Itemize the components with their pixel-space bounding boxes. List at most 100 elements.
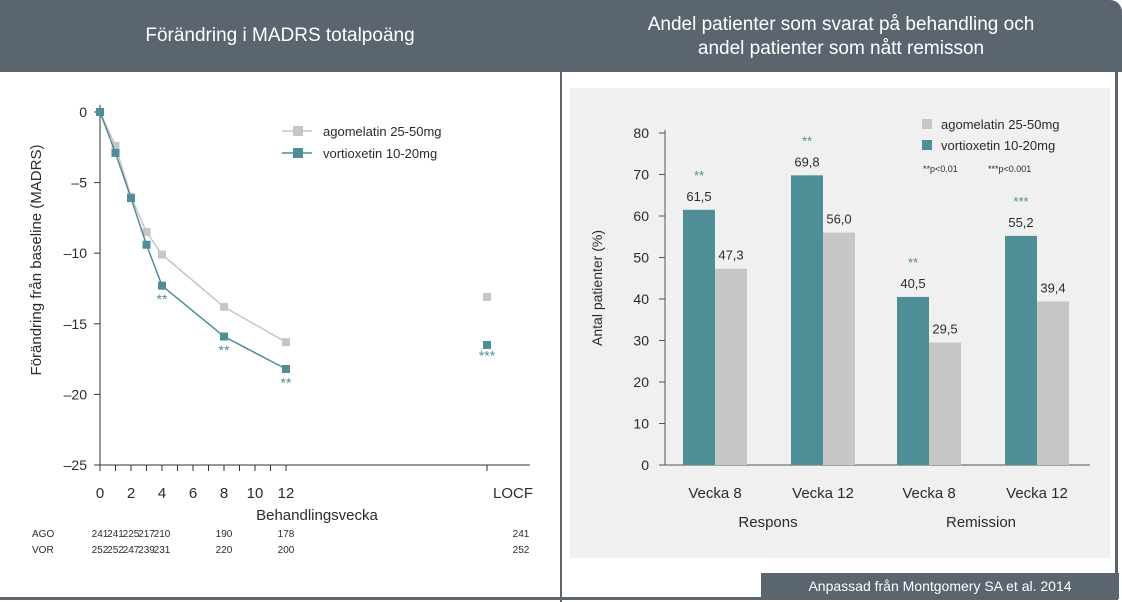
locf-point-vortioxetin <box>483 340 491 349</box>
n-table-cell: 252 <box>92 545 109 556</box>
n-table-cell: 178 <box>278 529 295 540</box>
data-point-vortioxetin <box>220 332 228 341</box>
significance-marker: ** <box>281 374 292 390</box>
category-label: Vecka 8 <box>688 485 741 502</box>
bar-agomelatin <box>823 232 855 465</box>
n-table-cell: 239 <box>138 545 155 556</box>
y-tick-label: –5 <box>71 175 87 191</box>
category-label: Vecka 8 <box>902 485 955 502</box>
y-axis-title: Förändring från baseline (MADRS) <box>28 145 45 376</box>
n-table-cell: 247 <box>123 545 140 556</box>
line-chart: 0 –5 –10 –15 –20 –25 0 2 4 6 8 10 12 LOCF Behandlingsv… <box>28 104 533 556</box>
group-label-respons: Respons <box>738 514 797 531</box>
legend-marker <box>293 148 303 158</box>
n-table-cell: 225 <box>123 529 140 540</box>
left-chart-title: Förändring i MADRS totalpoäng <box>145 25 415 46</box>
bar-agomelatin <box>1037 301 1069 465</box>
bar-value-label: 56,0 <box>826 212 851 227</box>
significance-marker: ** <box>219 342 230 358</box>
y-axis-title: Antal patienter (%) <box>589 230 605 346</box>
y-tick-label: 80 <box>633 125 649 141</box>
right-chart-title-line-1: Andel patienter som svarat på behandling… <box>647 14 1035 35</box>
bar-value-label: 40,5 <box>900 276 925 291</box>
x-tick-label: 4 <box>158 485 166 502</box>
x-tick-label: 6 <box>189 485 197 502</box>
y-tick-label: –25 <box>64 457 88 473</box>
bar-value-label: 39,4 <box>1040 280 1065 295</box>
n-table-row-label: AGO <box>32 529 54 540</box>
y-tick-label: 0 <box>641 457 649 473</box>
n-table-cell: 241 <box>107 529 124 540</box>
bar-vortioxetin <box>791 175 823 465</box>
data-point-agomelatin <box>111 141 120 150</box>
content-frame <box>0 72 1118 600</box>
significance-marker: ** <box>802 133 812 148</box>
category-label: Vecka 12 <box>792 485 854 502</box>
x-tick-label: 0 <box>96 485 104 502</box>
data-point-agomelatin <box>158 250 166 259</box>
legend-label-vortioxetin: vortioxetin 10-20mg <box>941 138 1055 153</box>
bar-vortioxetin <box>683 209 715 465</box>
bar-value-label: 61,5 <box>686 189 711 204</box>
x-tick-label: 8 <box>220 485 228 502</box>
y-tick-label: 0 <box>79 104 87 120</box>
significance-marker: ** <box>908 255 918 270</box>
significance-marker: ** <box>157 291 168 307</box>
legend-label-vortioxetin: vortioxetin 10-20mg <box>323 146 437 161</box>
data-point-agomelatin <box>142 228 151 237</box>
data-point-agomelatin <box>220 302 228 311</box>
y-tick-label: 20 <box>633 374 649 390</box>
legend-marker-agomelatin <box>922 119 932 129</box>
legend-marker-vortioxetin <box>922 140 932 150</box>
group-label-remission: Remission <box>946 514 1016 531</box>
bar-value-label: 29,5 <box>932 322 957 337</box>
bar-vortioxetin <box>897 296 929 465</box>
significance-marker: ** <box>694 168 704 183</box>
data-point-agomelatin <box>282 338 290 347</box>
n-table-cell: 231 <box>154 545 171 556</box>
n-table-cell: 190 <box>216 529 233 540</box>
x-tick-label: 10 <box>247 485 264 502</box>
n-table-cell: 241 <box>92 529 109 540</box>
y-tick-label: 30 <box>633 333 649 349</box>
data-point-vortioxetin <box>96 108 104 116</box>
header-bar <box>0 0 1122 72</box>
n-table-row-label: VOR <box>32 545 54 556</box>
right-chart-title-line-2: andel patienter som nått remisson <box>697 38 985 59</box>
bar-agomelatin <box>929 342 961 465</box>
y-tick-label: 50 <box>633 250 649 266</box>
x-tick-label: 12 <box>278 485 295 502</box>
significance-note: **p<0.01 <box>923 164 958 174</box>
significance-marker: *** <box>479 348 496 364</box>
n-table-cell: 241 <box>513 529 530 540</box>
legend-label-agomelatin: agomelatin 25-50mg <box>941 117 1060 132</box>
n-table-cell: 252 <box>513 545 530 556</box>
n-table-cell: 220 <box>216 545 233 556</box>
bar-value-label: 47,3 <box>718 248 743 263</box>
data-point-vortioxetin <box>111 148 120 157</box>
locf-point-agomelatin <box>483 292 491 301</box>
legend-marker <box>293 126 303 136</box>
y-tick-label: 60 <box>633 208 649 224</box>
bar-vortioxetin <box>1005 235 1037 465</box>
legend-label-agomelatin: agomelatin 25-50mg <box>323 124 442 139</box>
right-chart-title: Andel patienter som svarat på behandling… <box>560 13 1122 61</box>
bar-value-label: 69,8 <box>794 154 819 169</box>
data-point-vortioxetin <box>158 281 166 290</box>
n-table-cell: 252 <box>107 545 124 556</box>
significance-marker: *** <box>1013 194 1028 209</box>
bar-agomelatin <box>715 268 747 465</box>
x-tick-label-locf: LOCF <box>493 485 533 502</box>
y-tick-label: –20 <box>64 386 88 402</box>
x-axis-title: Behandlingsvecka <box>256 507 378 524</box>
panel-divider <box>560 72 562 602</box>
data-point-vortioxetin <box>127 194 135 203</box>
y-tick-label: 40 <box>633 291 649 307</box>
n-table-cell: 200 <box>278 545 295 556</box>
y-tick-label: 10 <box>633 416 649 432</box>
data-point-vortioxetin <box>282 364 290 373</box>
category-label: Vecka 12 <box>1006 485 1068 502</box>
data-point-vortioxetin <box>142 240 151 249</box>
significance-note: ***p<0.001 <box>988 164 1031 174</box>
